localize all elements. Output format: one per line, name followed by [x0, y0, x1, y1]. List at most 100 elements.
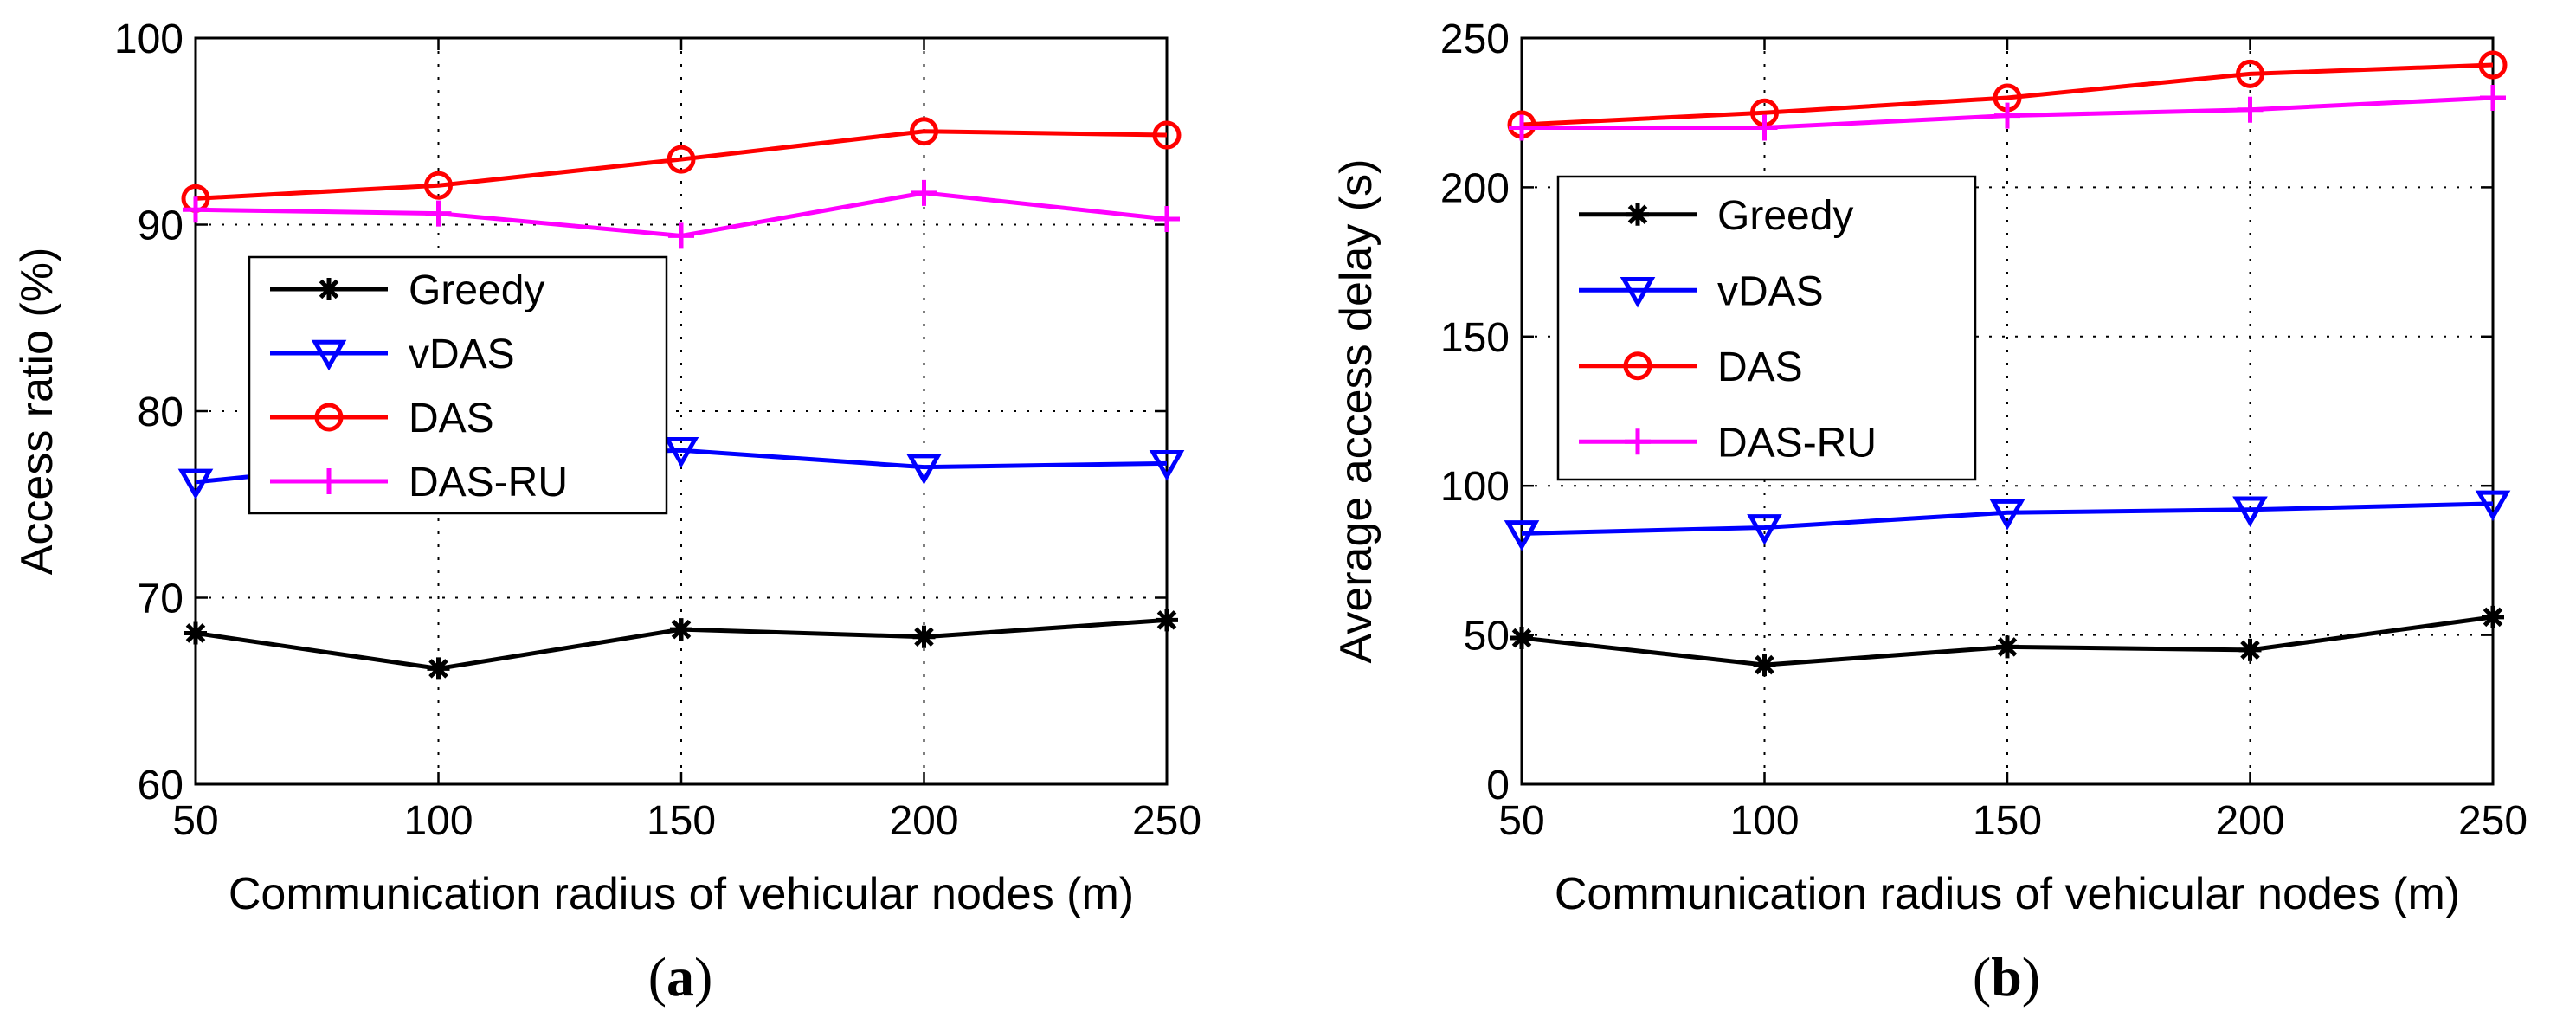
data-point [911, 179, 937, 206]
data-point [1504, 520, 1540, 551]
y-tick-label: 70 [138, 576, 184, 622]
x-tick-label: 100 [403, 798, 473, 844]
legend-item: Greedy [1579, 193, 1853, 239]
data-point [1989, 499, 2025, 531]
legend-item: DAS-RU [270, 460, 568, 506]
y-tick-label: 90 [138, 203, 184, 249]
series-greedy [184, 609, 1178, 680]
legend-marker [1620, 276, 1656, 308]
legend-marker [311, 339, 347, 371]
x-tick-label: 50 [1498, 798, 1544, 844]
data-point [1994, 102, 2020, 129]
legend-item: DAS-RU [1579, 420, 1877, 466]
series-das [181, 117, 1182, 213]
legend-box [248, 255, 668, 515]
data-point [177, 468, 214, 500]
data-point [1510, 627, 1533, 650]
series-line [195, 129, 1168, 201]
y-axis-label: Average access delay (s) [1331, 159, 1381, 664]
x-axis-label: Communication radius of vehicular nodes … [229, 869, 1134, 919]
legend-marker [1626, 203, 1649, 226]
data-point [1152, 120, 1182, 150]
x-tick-label: 50 [172, 798, 218, 844]
legend-label: DAS [409, 396, 494, 441]
y-tick-label: 80 [138, 390, 184, 435]
data-point [663, 436, 699, 468]
legend-marker [1625, 428, 1651, 455]
legend-item: DAS [270, 396, 494, 441]
x-tick-label: 200 [889, 798, 958, 844]
panel-label: (a) [648, 946, 713, 1008]
data-point [1149, 450, 1185, 481]
x-tick-label: 150 [647, 798, 716, 844]
x-tick-label: 100 [1729, 798, 1799, 844]
legend-marker [314, 403, 344, 432]
y-tick-label: 60 [138, 763, 184, 808]
legend-marker [316, 468, 342, 494]
chart-panel-b: 50 100 150 200 250050100150200250Communicati… [1331, 16, 2528, 1008]
legend-box [1556, 175, 1977, 481]
series-vdas [1504, 490, 2511, 551]
data-point [1509, 114, 1535, 141]
legend-label: Greedy [1717, 193, 1853, 239]
data-point [2238, 638, 2262, 661]
data-point [2232, 496, 2268, 528]
data-point [2480, 84, 2506, 111]
x-axis-label: Communication radius of vehicular nodes … [1555, 869, 2460, 919]
legend-label: DAS-RU [1717, 420, 1877, 466]
series-line [1521, 501, 2494, 536]
series-das [1507, 50, 2508, 139]
legend-item: vDAS [1579, 268, 1824, 314]
legend-marker [318, 278, 340, 300]
legend-label: Greedy [409, 267, 544, 313]
legend-marker [1623, 351, 1652, 381]
data-point [1753, 654, 1776, 677]
data-point [910, 117, 938, 146]
data-point [906, 454, 942, 485]
x-tick-label: 150 [1973, 798, 2042, 844]
data-point [912, 625, 936, 648]
y-tick-label: 50 [1464, 614, 1510, 660]
data-point [667, 145, 696, 174]
y-tick-label: 250 [1440, 16, 1510, 62]
legend-item: DAS [1579, 345, 1803, 390]
y-tick-label: 0 [1486, 763, 1510, 808]
x-tick-label: 250 [1132, 798, 1201, 844]
legend-item: Greedy [270, 267, 544, 313]
legend: Greedy vDAS DAS DAS-RU [248, 255, 668, 515]
data-point [1154, 206, 1180, 233]
data-point [184, 621, 207, 645]
data-point [668, 222, 694, 249]
legend-label: DAS-RU [409, 460, 568, 506]
data-point [1747, 514, 1782, 545]
series-das-ru [183, 179, 1180, 249]
legend-label: DAS [1717, 345, 1803, 390]
data-point [2237, 96, 2264, 123]
series-greedy [1510, 605, 2504, 677]
data-point [2478, 50, 2508, 80]
series-das-ru [1509, 84, 2506, 141]
series-line [1521, 62, 2494, 127]
data-point [425, 200, 452, 227]
y-tick-label: 100 [114, 16, 184, 62]
panel-label: (b) [1973, 946, 2040, 1008]
data-point [1156, 609, 1178, 632]
data-point [2236, 59, 2264, 88]
y-tick-label: 100 [1440, 464, 1510, 510]
y-tick-label: 150 [1440, 315, 1510, 361]
x-tick-label: 200 [2215, 798, 2284, 844]
legend-label: vDAS [1717, 268, 1824, 314]
x-tick-label: 250 [2458, 798, 2528, 844]
data-point [183, 196, 209, 223]
y-tick-label: 200 [1440, 165, 1510, 211]
chart-panel-a: 50 100 150 200 250 60 70 80 90 100 Communication r… [12, 16, 1201, 1008]
legend-item: vDAS [270, 332, 515, 377]
data-point [2475, 490, 2511, 522]
data-point [1751, 114, 1778, 141]
legend: Greedy vDAS DAS DAS-RU [1556, 175, 1977, 481]
legend-label: vDAS [409, 332, 515, 377]
data-point [2482, 605, 2504, 628]
data-point [1996, 635, 2019, 659]
data-point [427, 657, 450, 680]
